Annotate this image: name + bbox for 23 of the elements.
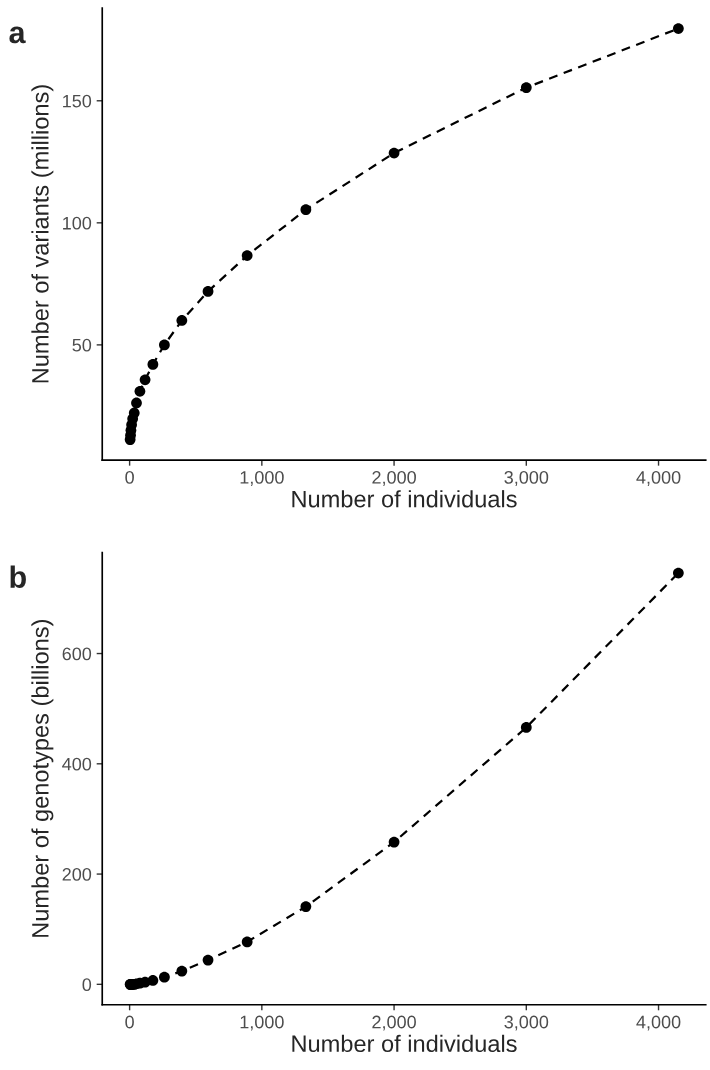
- x-tick-label: 1,000: [240, 470, 284, 486]
- x-tick-label: 2,000: [372, 470, 416, 486]
- x-tick-label: 4,000: [636, 1015, 681, 1031]
- y-tick-label: 50: [72, 338, 92, 352]
- y-axis-title: Number of genotypes (billions): [31, 620, 54, 937]
- x-axis-title: Number of individuals: [292, 490, 517, 508]
- x-tick-label: 3,000: [504, 470, 549, 486]
- y-tick-label: 0: [82, 978, 92, 992]
- y-tick-label: 400: [62, 757, 92, 771]
- x-tick-label: 0: [125, 1015, 134, 1029]
- x-tick-label: 3,000: [504, 1015, 549, 1031]
- y-tick-label: 600: [62, 647, 92, 661]
- y-tick-label: 100: [63, 216, 92, 230]
- y-axis-title: Number of variants (millions): [31, 85, 54, 383]
- x-tick-label: 1,000: [240, 1015, 284, 1031]
- y-tick-label: 200: [62, 868, 92, 881]
- x-axis-title: Number of individuals: [292, 1034, 517, 1053]
- y-tick-label: 150: [63, 94, 92, 108]
- chart-title: a: [9, 26, 26, 44]
- x-tick-label: 4,000: [636, 470, 681, 486]
- x-tick-label: 2,000: [372, 1015, 416, 1031]
- x-tick-label: 0: [125, 470, 134, 484]
- chart-title: b: [10, 565, 26, 588]
